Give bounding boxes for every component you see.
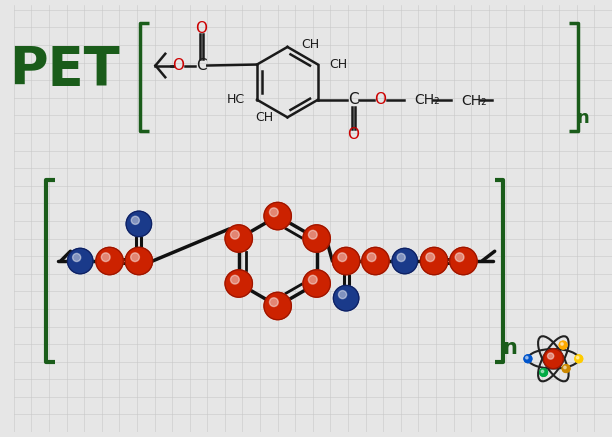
Circle shape <box>264 202 291 230</box>
Circle shape <box>303 225 330 252</box>
Circle shape <box>559 341 567 349</box>
Text: HC: HC <box>227 93 245 106</box>
Circle shape <box>102 253 110 262</box>
Circle shape <box>225 270 252 297</box>
Text: CH₂: CH₂ <box>415 93 440 107</box>
Circle shape <box>392 248 417 274</box>
Circle shape <box>269 298 278 306</box>
Circle shape <box>231 275 239 284</box>
Text: PET: PET <box>9 45 120 97</box>
Circle shape <box>338 291 346 298</box>
Text: n: n <box>502 338 517 358</box>
Circle shape <box>575 355 583 363</box>
Circle shape <box>308 275 317 284</box>
Circle shape <box>562 364 570 372</box>
Circle shape <box>332 247 360 275</box>
Text: O: O <box>375 92 387 107</box>
Circle shape <box>526 357 528 359</box>
Text: CH: CH <box>330 58 348 71</box>
Circle shape <box>450 247 477 275</box>
Circle shape <box>264 292 291 320</box>
Circle shape <box>420 247 448 275</box>
Text: C: C <box>348 92 359 107</box>
Circle shape <box>334 285 359 311</box>
Text: n: n <box>577 109 589 127</box>
Text: CH: CH <box>301 38 319 52</box>
Circle shape <box>543 349 563 368</box>
Circle shape <box>367 253 376 262</box>
Circle shape <box>225 225 252 252</box>
Circle shape <box>524 355 532 363</box>
Circle shape <box>269 208 278 217</box>
Text: CH₂: CH₂ <box>461 94 487 108</box>
Circle shape <box>303 270 330 297</box>
Circle shape <box>338 253 346 262</box>
Circle shape <box>131 216 140 224</box>
Circle shape <box>548 353 554 359</box>
Text: C: C <box>196 58 207 73</box>
Circle shape <box>308 230 317 239</box>
Circle shape <box>455 253 464 262</box>
Circle shape <box>96 247 123 275</box>
Circle shape <box>426 253 435 262</box>
Circle shape <box>125 247 152 275</box>
Circle shape <box>564 366 566 369</box>
Circle shape <box>561 343 563 345</box>
Text: O: O <box>172 58 184 73</box>
Circle shape <box>130 253 140 262</box>
Circle shape <box>126 211 152 236</box>
Circle shape <box>67 248 93 274</box>
Circle shape <box>362 247 389 275</box>
Text: O: O <box>347 128 359 142</box>
Circle shape <box>231 230 239 239</box>
Circle shape <box>397 253 405 261</box>
Text: O: O <box>195 21 207 36</box>
Circle shape <box>577 357 579 359</box>
Text: CH: CH <box>256 111 274 124</box>
Circle shape <box>541 370 543 373</box>
Circle shape <box>540 368 548 376</box>
Circle shape <box>73 253 81 261</box>
